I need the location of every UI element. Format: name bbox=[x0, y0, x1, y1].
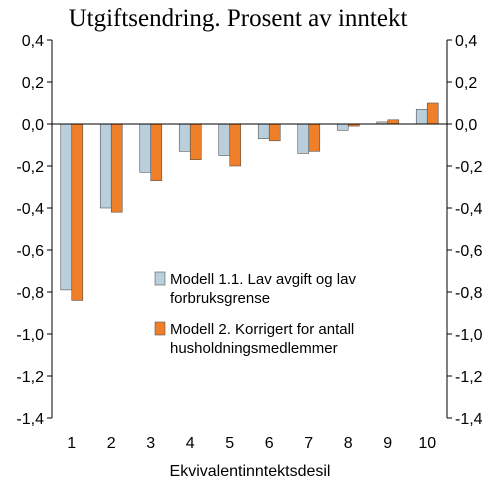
bar-s2-3 bbox=[150, 123, 163, 182]
x-tick-label-8: 8 bbox=[344, 435, 353, 452]
x-tick-label-9: 9 bbox=[383, 435, 392, 452]
x-axis-label: Ekvivalentinntektsdesil bbox=[170, 463, 331, 480]
x-axis: 1 2 3 4 5 6 7 8 9 10 bbox=[67, 435, 436, 452]
x-tick-label-6: 6 bbox=[265, 435, 274, 452]
x-tick-label-2: 2 bbox=[107, 435, 116, 452]
y-tick-label-right: -0,4 bbox=[455, 201, 483, 218]
y-tick-label-left: -0,6 bbox=[16, 243, 44, 260]
legend-label-1: Modell 1.1. Lav avgift og lav bbox=[170, 271, 356, 288]
bar-s2-10 bbox=[426, 102, 439, 125]
y-tick-label-left: 0,4 bbox=[22, 33, 44, 50]
plot-area bbox=[51, 40, 448, 418]
y-tick-label-left: -1,2 bbox=[16, 369, 44, 386]
y-tick-label-right: 0,0 bbox=[455, 117, 477, 134]
y-tick-label-left: -1,0 bbox=[16, 327, 44, 344]
y-axis-left: 0,4 0,2 0,0 -0,2 -0,4 -0,6 -0,8 -1,0 -1,2 -1,4 bbox=[16, 33, 52, 428]
bar-s1-8 bbox=[336, 123, 349, 131]
y-axis-right: 0,4 0,2 0,0 -0,2 -0,4 -0,6 -0,8 -1,0 -1,2 -1,4 bbox=[447, 33, 483, 428]
y-tick-label-right: -0,8 bbox=[455, 285, 483, 302]
bar-s1-6 bbox=[257, 123, 270, 139]
y-tick-label-left: -0,2 bbox=[16, 159, 44, 176]
bar-s1-2 bbox=[99, 123, 112, 209]
y-tick-label-right: 0,2 bbox=[455, 75, 477, 92]
x-tick-label-7: 7 bbox=[304, 435, 313, 452]
bar-s1-4 bbox=[178, 123, 191, 152]
y-tick-label-right: -1,2 bbox=[455, 369, 483, 386]
bar-s1-10 bbox=[415, 109, 428, 125]
legend-swatch-1 bbox=[154, 271, 166, 286]
bar-s2-7 bbox=[308, 123, 321, 152]
chart-title: Utgiftsendring. Prosent av inntekt bbox=[69, 5, 408, 32]
bar-s2-2 bbox=[110, 123, 123, 213]
legend-label-2: Modell 2. Korrigert for antall bbox=[170, 321, 354, 338]
x-tick-label-3: 3 bbox=[146, 435, 155, 452]
x-tick-label-1: 1 bbox=[67, 435, 76, 452]
y-tick-label-left: 0,0 bbox=[22, 117, 44, 134]
y-tick-label-right: -0,2 bbox=[455, 159, 483, 176]
bar-s2-4 bbox=[189, 123, 202, 161]
bar-s2-9 bbox=[387, 119, 400, 125]
bar-s1-3 bbox=[139, 123, 152, 173]
x-tick-label-4: 4 bbox=[186, 435, 195, 452]
legend-swatch-2 bbox=[154, 321, 166, 336]
bar-s1-5 bbox=[218, 123, 231, 156]
y-tick-label-left: -0,4 bbox=[16, 201, 44, 218]
bar-s2-5 bbox=[229, 123, 242, 167]
bar-s2-1 bbox=[71, 123, 84, 301]
legend: Modell 1.1. Lav avgift og lav forbruksgre… bbox=[154, 271, 356, 357]
legend-label-2: husholdningsmedlemmer bbox=[170, 340, 338, 357]
y-tick-label-left: 0,2 bbox=[22, 75, 44, 92]
y-tick-label-right: -1,4 bbox=[455, 411, 483, 428]
x-tick-label-10: 10 bbox=[418, 435, 436, 452]
y-tick-label-right: 0,4 bbox=[455, 33, 477, 50]
legend-label-1: forbruksgrense bbox=[170, 290, 270, 307]
y-tick-label-right: -0,6 bbox=[455, 243, 483, 260]
y-tick-label-left: -0,8 bbox=[16, 285, 44, 302]
x-tick-label-5: 5 bbox=[225, 435, 234, 452]
bar-s2-6 bbox=[268, 123, 281, 142]
y-tick-label-left: -1,4 bbox=[16, 411, 44, 428]
bar-s1-1 bbox=[60, 123, 73, 291]
y-tick-label-right: -1,0 bbox=[455, 327, 483, 344]
bar-s1-7 bbox=[297, 123, 310, 154]
